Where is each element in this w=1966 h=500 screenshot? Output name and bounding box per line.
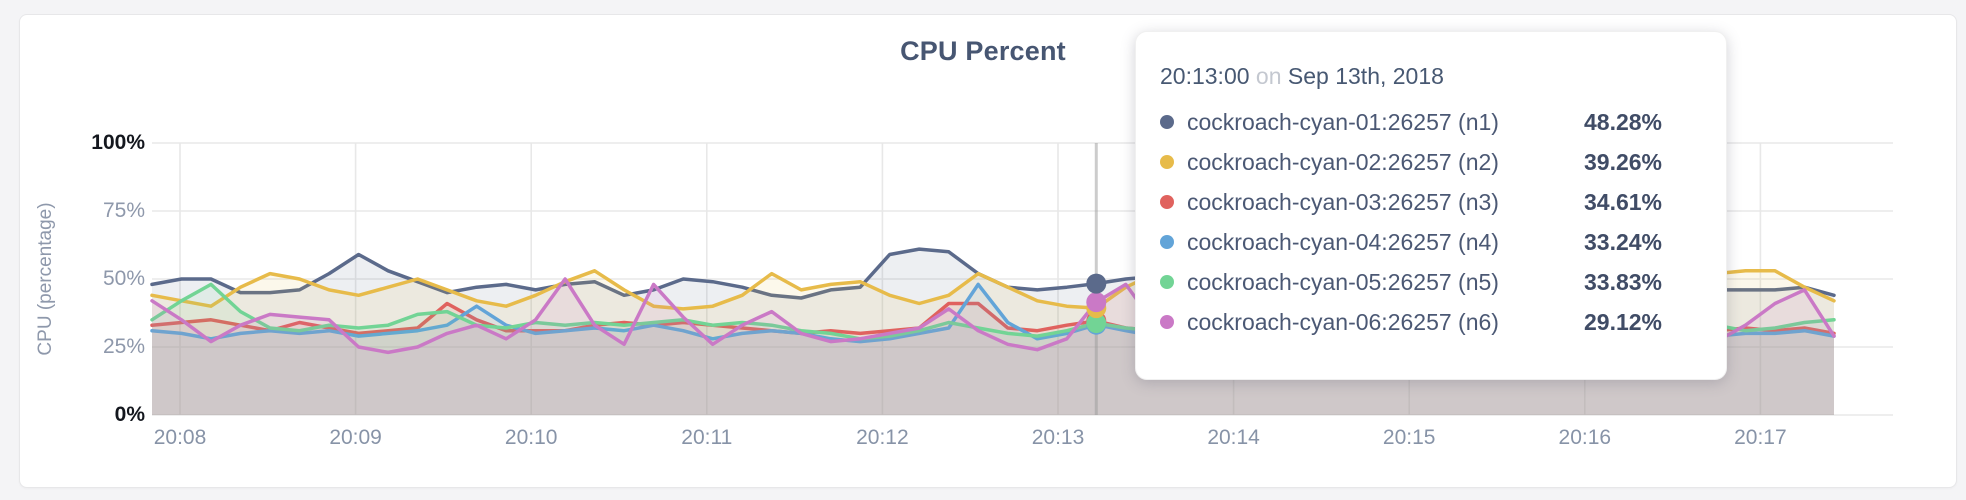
series-value-n3: 34.61% [1584, 188, 1663, 215]
series-value-n2: 39.26% [1584, 148, 1663, 175]
x-tick-label: 20:08 [153, 426, 207, 449]
x-tick-label: 20:13 [1031, 426, 1085, 449]
y-tick-label: 100% [91, 131, 145, 154]
series-label-n5: cockroach-cyan-05:26257 (n5) [1187, 268, 1499, 295]
y-tick-label: 75% [102, 199, 145, 222]
series-color-dot-n2 [1160, 155, 1174, 169]
tooltip-series-row: cockroach-cyan-03:26257 (n3) 34.61% [1160, 182, 1670, 222]
x-tick-label: 20:15 [1382, 426, 1436, 449]
series-value-n6: 29.12% [1584, 308, 1663, 335]
x-tick-label: 20:16 [1558, 426, 1612, 449]
series-color-dot-n1 [1160, 115, 1174, 129]
series-color-dot-n3 [1160, 195, 1174, 209]
x-tick-label: 20:11 [681, 426, 733, 449]
chart-title: CPU Percent [900, 36, 1066, 66]
tooltip-conjunction: on [1255, 63, 1282, 89]
x-tick-label: 20:12 [856, 426, 909, 449]
tooltip-series-row: cockroach-cyan-04:26257 (n4) 33.24% [1160, 222, 1670, 262]
tooltip-series-row: cockroach-cyan-06:26257 (n6) 29.12% [1160, 302, 1670, 342]
x-tick-label: 20:14 [1207, 426, 1260, 449]
tooltip-series-row: cockroach-cyan-01:26257 (n1) 48.28% [1160, 102, 1670, 142]
y-tick-label: 0% [114, 403, 145, 426]
x-tick-label: 20:10 [504, 426, 558, 449]
series-color-dot-n4 [1160, 235, 1174, 249]
series-color-dot-n6 [1160, 315, 1174, 329]
series-label-n3: cockroach-cyan-03:26257 (n3) [1187, 188, 1499, 215]
series-label-n2: cockroach-cyan-02:26257 (n2) [1187, 148, 1499, 175]
tooltip-date: Sep 13th, 2018 [1287, 63, 1444, 89]
series-value-n4: 33.24% [1584, 228, 1663, 255]
x-tick-label: 20:17 [1734, 426, 1787, 449]
y-tick-label: 25% [102, 335, 145, 358]
series-label-n4: cockroach-cyan-04:26257 (n4) [1187, 228, 1499, 255]
tooltip-series-row: cockroach-cyan-02:26257 (n2) 39.26% [1160, 142, 1670, 182]
hover-tooltip: 20:13:00 on Sep 13th, 2018 cockroach-cya… [1135, 31, 1727, 380]
tooltip-series-row: cockroach-cyan-05:26257 (n5) 33.83% [1160, 262, 1670, 302]
series-value-n5: 33.83% [1584, 268, 1663, 295]
y-tick-label: 50% [102, 267, 145, 290]
series-color-dot-n5 [1160, 275, 1174, 289]
x-tick-label: 20:09 [329, 426, 382, 449]
tooltip-header: 20:13:00 on Sep 13th, 2018 [1160, 58, 1670, 94]
series-value-n1: 48.28% [1584, 108, 1663, 135]
tooltip-time: 20:13:00 [1160, 63, 1250, 89]
series-label-n6: cockroach-cyan-06:26257 (n6) [1187, 308, 1499, 335]
series-label-n1: cockroach-cyan-01:26257 (n1) [1187, 108, 1499, 135]
